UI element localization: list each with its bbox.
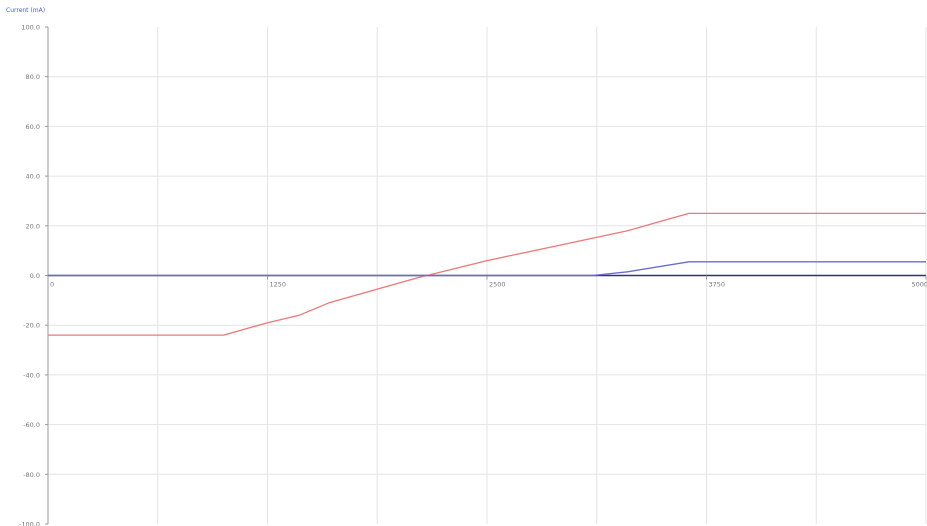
y-tick-label: 40.0 bbox=[26, 173, 40, 181]
y-tick-label: 60.0 bbox=[26, 123, 40, 131]
y-tick-label: -60.0 bbox=[23, 421, 40, 429]
series-line-1 bbox=[48, 212, 926, 336]
x-tick-label: 1250 bbox=[270, 281, 287, 289]
y-tick-label: -20.0 bbox=[23, 322, 40, 330]
x-tick-label: 5000 bbox=[911, 281, 927, 289]
y-tick-label: 20.0 bbox=[26, 222, 40, 230]
y-axis-title: Current (mA) bbox=[6, 7, 46, 14]
y-tick-label: -80.0 bbox=[23, 471, 40, 479]
series-line-2 bbox=[48, 261, 926, 277]
y-tick-label: -40.0 bbox=[23, 371, 40, 379]
y-tick-label: -100.0 bbox=[19, 521, 40, 526]
y-tick-label: 100.0 bbox=[21, 24, 40, 32]
y-tick-label: 80.0 bbox=[26, 73, 40, 81]
x-tick-label: 2500 bbox=[489, 281, 506, 289]
x-tick-label: 0 bbox=[50, 281, 54, 289]
y-tick-label: 0.0 bbox=[30, 272, 40, 280]
x-tick-label: 3750 bbox=[709, 281, 726, 289]
